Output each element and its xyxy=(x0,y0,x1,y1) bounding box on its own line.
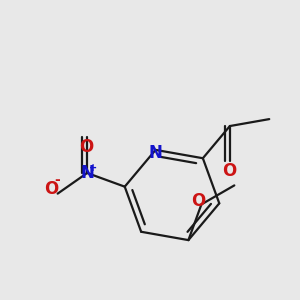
Text: O: O xyxy=(191,192,206,210)
Text: N: N xyxy=(148,144,163,162)
Text: -: - xyxy=(54,172,59,187)
Text: O: O xyxy=(44,180,59,198)
Text: +: + xyxy=(89,163,97,173)
Text: O: O xyxy=(222,162,236,180)
Text: O: O xyxy=(79,138,93,156)
Text: N: N xyxy=(80,164,94,182)
